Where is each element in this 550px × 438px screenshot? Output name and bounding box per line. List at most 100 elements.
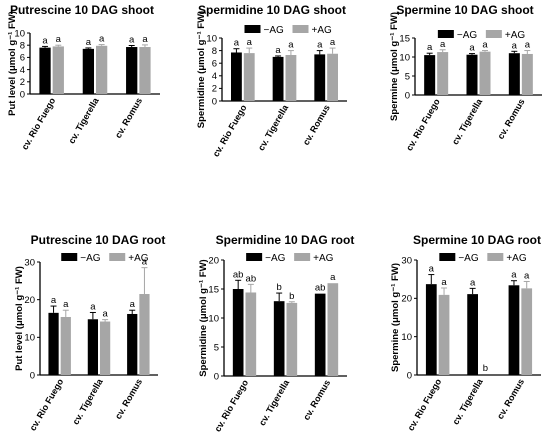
- legend-label: +AG: [506, 253, 527, 264]
- bar-plus-ag: [521, 53, 533, 95]
- bar-plus-ag: [327, 53, 338, 101]
- bar-minus-ag: [508, 53, 520, 95]
- significance-letter: a: [102, 309, 108, 320]
- bar-minus-ag: [87, 319, 98, 375]
- bar-plus-ag: [243, 53, 255, 101]
- y-tick-label: 10: [24, 333, 35, 344]
- chart-title: Putrescine 10 DAG shoot: [10, 3, 154, 17]
- significance-letter: a: [288, 40, 294, 51]
- y-tick-label: 4: [20, 65, 25, 76]
- chart-title: Spermidine 10 DAG root: [216, 233, 355, 247]
- legend-swatch-minus-ag: [246, 253, 263, 261]
- chart-panel-5: Spermidine 10 DAG root Spermidine (μmol g…: [198, 233, 354, 434]
- bar-plus-ag: [100, 321, 111, 375]
- significance-letter: a: [142, 257, 148, 268]
- legend-label: +AG: [505, 30, 526, 41]
- legend: −AG +AG: [244, 25, 332, 36]
- significance-letter: a: [142, 34, 148, 45]
- bar-plus-ag: [245, 292, 257, 376]
- bar-minus-ag: [48, 312, 59, 375]
- y-tick-label: 10: [14, 28, 25, 39]
- y-tick-label: 10: [399, 52, 410, 63]
- significance-letter: a: [512, 40, 518, 51]
- significance-letter: a: [90, 301, 96, 312]
- bar-plus-ag: [96, 45, 108, 94]
- bar-minus-ag: [314, 54, 326, 101]
- significance-letter: a: [429, 264, 435, 275]
- y-tick-label: 10: [401, 332, 412, 343]
- significance-letter: a: [330, 272, 336, 283]
- significance-letter: a: [440, 39, 446, 50]
- bar-plus-ag: [285, 55, 297, 101]
- bar-minus-ag: [82, 48, 94, 94]
- y-tick-label: 30: [401, 255, 412, 266]
- significance-letter: a: [99, 34, 105, 45]
- bar-minus-ag: [314, 293, 326, 376]
- significance-letter: a: [56, 34, 62, 45]
- legend-label: −AG: [80, 253, 101, 264]
- significance-letter: a: [470, 277, 476, 288]
- bar-plus-ag: [437, 52, 449, 95]
- y-tick-label: 0: [405, 90, 410, 101]
- x-tick-label: cv. Tigerella: [450, 96, 485, 146]
- y-tick-label: 15: [208, 284, 219, 295]
- bar-minus-ag: [424, 55, 436, 95]
- y-tick-label: 5: [214, 342, 219, 353]
- x-tick-label: cv. Rio Fuego: [404, 97, 442, 153]
- x-tick-label: cv. Tigerella: [450, 376, 485, 426]
- y-tick-label: 2: [20, 77, 25, 88]
- significance-letter: a: [51, 295, 57, 306]
- y-tick-label: 10: [208, 313, 219, 324]
- significance-letter: ab: [233, 269, 244, 280]
- y-tick-label: 5: [405, 71, 410, 82]
- legend-label: −AG: [458, 253, 479, 264]
- bar-plus-ag: [286, 302, 298, 376]
- x-tick-label: cv. Rio Fuego: [28, 377, 66, 433]
- bar-plus-ag: [327, 283, 339, 376]
- y-axis-label: Spermine (μmol g⁻¹ FW): [389, 12, 400, 121]
- significance-letter: a: [427, 42, 433, 53]
- bar-plus-ag: [438, 294, 450, 375]
- y-tick-label: 0: [20, 89, 25, 100]
- significance-letter: a: [317, 40, 323, 51]
- x-tick-label: cv. Rio Fuego: [20, 96, 58, 152]
- bar-plus-ag: [521, 288, 533, 375]
- chart-title: Putrescine 10 DAG root: [31, 233, 166, 247]
- y-tick-label: 20: [208, 255, 219, 266]
- y-axis-label: Spermine (μmol g⁻¹ FW): [390, 263, 401, 372]
- x-tick-label: cv. Tigerella: [66, 95, 101, 145]
- x-tick-label: cv. Tigerella: [256, 102, 291, 152]
- y-tick-label: 2: [212, 84, 217, 95]
- y-axis-label: Spermidine (μmol g⁻¹ FW): [198, 259, 209, 376]
- y-tick-label: 8: [212, 46, 217, 57]
- significance-letter: ab: [246, 273, 257, 284]
- chart-panel-6: Spermine 10 DAG root Spermine (μmol g⁻¹ F…: [390, 233, 541, 433]
- y-tick-label: 8: [20, 41, 25, 52]
- y-axis-label: Put level (μmol g⁻¹ FW): [7, 11, 18, 116]
- y-tick-label: 30: [24, 257, 35, 268]
- bar-minus-ag: [466, 54, 478, 95]
- y-tick-label: 6: [20, 53, 25, 64]
- bar-plus-ag: [479, 51, 491, 95]
- bar-minus-ag: [126, 47, 138, 94]
- legend-label: −AG: [265, 253, 286, 264]
- legend-swatch-minus-ag: [437, 30, 454, 38]
- legend: −AG +AG: [246, 253, 334, 264]
- y-axis-label: Spermidine (μmol g⁻¹ FW): [196, 11, 207, 128]
- chart-title: Spermidine 10 DAG shoot: [198, 3, 346, 17]
- legend-label: +AG: [313, 253, 334, 264]
- legend-swatch-minus-ag: [244, 25, 261, 33]
- bar-minus-ag: [231, 52, 242, 101]
- bar-minus-ag: [425, 284, 437, 375]
- y-tick-label: 6: [212, 59, 217, 70]
- bar-plus-ag: [139, 294, 150, 375]
- x-tick-label: cv. Tigerella: [70, 376, 105, 426]
- legend-swatch-plus-ag: [485, 30, 502, 38]
- significance-letter: a: [330, 37, 336, 48]
- y-tick-label: 10: [206, 33, 217, 44]
- significance-letter: b: [289, 291, 294, 302]
- legend-label: −AG: [264, 25, 285, 36]
- bar-minus-ag: [232, 289, 244, 376]
- y-tick-label: 20: [401, 294, 412, 305]
